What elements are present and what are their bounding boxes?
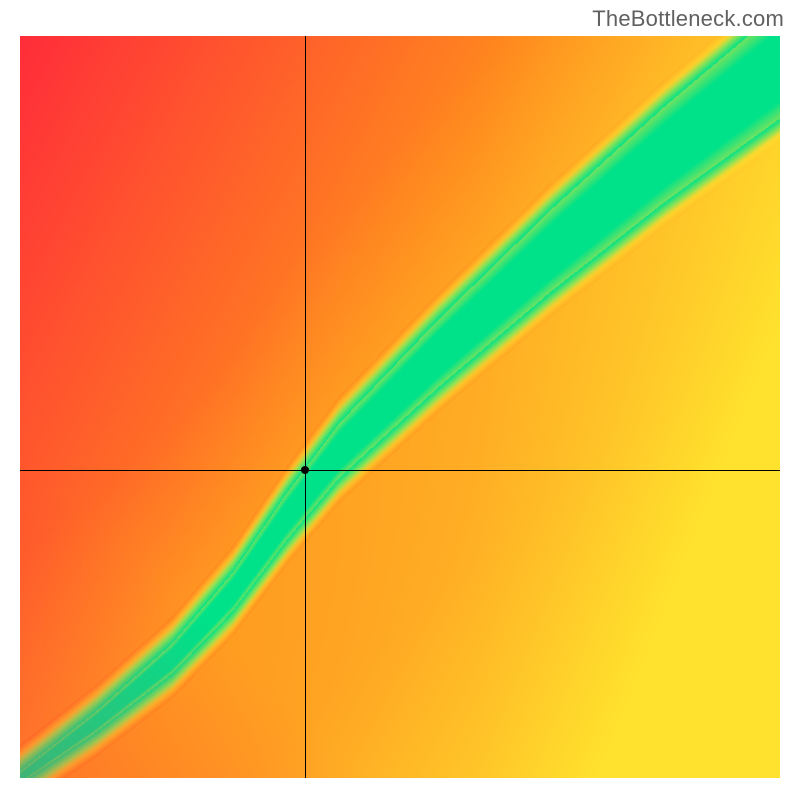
- crosshair-dot: [301, 466, 309, 474]
- crosshair-horizontal-line: [20, 470, 780, 471]
- heatmap-canvas: [20, 36, 780, 778]
- crosshair-vertical-line: [305, 36, 306, 778]
- watermark-text: TheBottleneck.com: [592, 6, 784, 32]
- plot-area: [20, 36, 780, 778]
- chart-container: TheBottleneck.com: [0, 0, 800, 800]
